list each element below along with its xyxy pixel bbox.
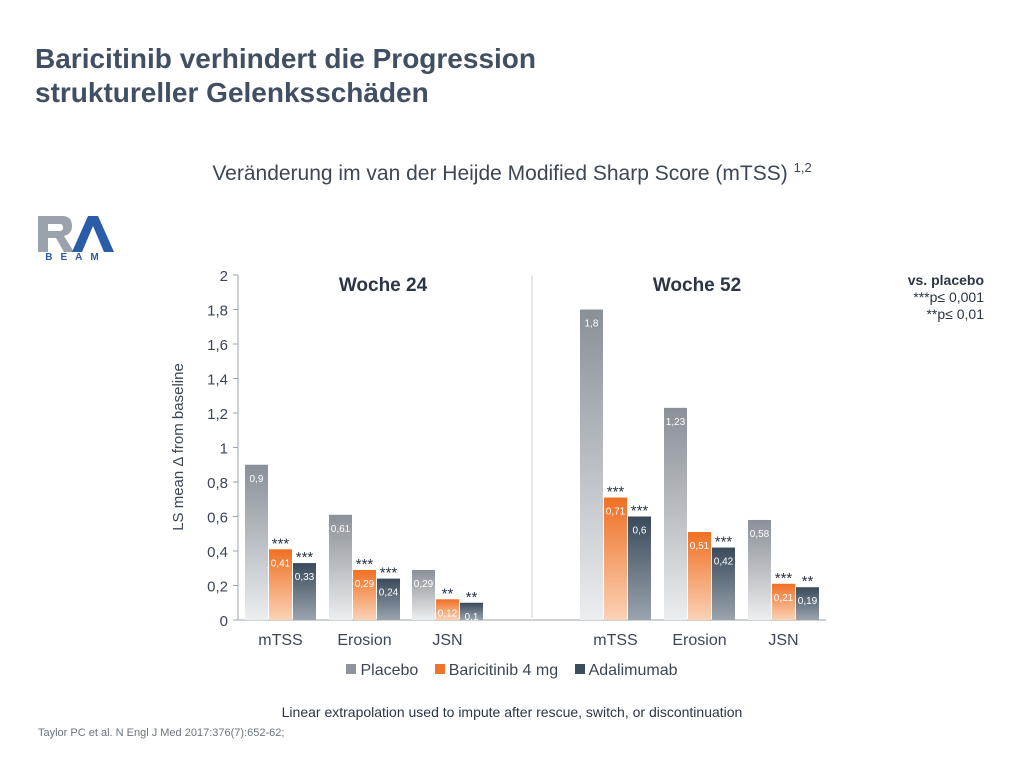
bar-adalimumab bbox=[377, 578, 400, 620]
bar-value-label: 0,9 bbox=[250, 474, 264, 485]
legend-swatch-baricitinib bbox=[434, 664, 445, 674]
bar-adalimumab bbox=[796, 587, 819, 620]
legend-label-adalimumab: Adalimumab bbox=[588, 662, 678, 679]
y-tick-label: 0,8 bbox=[207, 475, 228, 492]
page-title: Baricitinib verhindert die Progression s… bbox=[35, 42, 735, 110]
title-line-2: struktureller Gelenksschäden bbox=[35, 77, 429, 108]
significance-line-1: ***p≤ 0,001 bbox=[913, 289, 984, 305]
group-title: Woche 52 bbox=[653, 275, 741, 296]
bar-baricitinib bbox=[269, 549, 292, 620]
significance-title: vs. placebo bbox=[907, 272, 984, 288]
subtitle-text: Veränderung im van der Heijde Modified S… bbox=[212, 162, 788, 185]
y-axis-label: LS mean Δ from baseline bbox=[170, 363, 187, 531]
significance-line-2: **p≤ 0,01 bbox=[926, 306, 984, 322]
chart-legend: Placebo Baricitinib 4 mg Adalimumab bbox=[0, 662, 1024, 680]
significance-legend: vs. placebo ***p≤ 0,001 **p≤ 0,01 bbox=[908, 272, 984, 323]
y-tick-label: 0,6 bbox=[207, 510, 228, 527]
bar-value-label: 0,21 bbox=[774, 593, 794, 604]
bar-value-label: 0,29 bbox=[355, 579, 375, 590]
ra-logo-icon bbox=[38, 216, 114, 252]
x-category-label: mTSS bbox=[593, 632, 637, 649]
bar-value-label: 0,71 bbox=[606, 507, 626, 518]
x-category-label: Erosion bbox=[672, 632, 726, 649]
y-tick-label: 1,4 bbox=[207, 372, 228, 389]
x-category-label: Erosion bbox=[337, 632, 391, 649]
bar-adalimumab bbox=[628, 516, 651, 620]
y-tick-label: 0 bbox=[220, 613, 228, 630]
group-title: Woche 24 bbox=[339, 275, 428, 296]
bar-value-label: 1,23 bbox=[666, 417, 686, 428]
bar-baricitinib bbox=[353, 569, 376, 620]
bar-placebo bbox=[664, 407, 687, 620]
bar-value-label: 0,24 bbox=[379, 588, 399, 599]
bar-value-label: 0,33 bbox=[295, 572, 315, 583]
bar-value-label: 0,61 bbox=[331, 524, 351, 535]
y-tick-label: 1,2 bbox=[207, 406, 228, 423]
y-tick-label: 0,4 bbox=[207, 544, 228, 561]
bar-placebo bbox=[748, 519, 771, 620]
bar-value-label: 1,8 bbox=[585, 319, 599, 330]
chart-subtitle: Veränderung im van der Heijde Modified S… bbox=[0, 160, 1024, 186]
bar-adalimumab bbox=[460, 602, 483, 620]
logo-beam-text: BEAM bbox=[45, 252, 107, 263]
bar-placebo bbox=[412, 569, 435, 620]
bar-value-label: 0,19 bbox=[798, 596, 818, 607]
significance-marker: *** bbox=[272, 535, 290, 552]
significance-marker: *** bbox=[380, 565, 398, 582]
legend-item-placebo: Placebo bbox=[346, 662, 418, 680]
bar-baricitinib bbox=[436, 599, 459, 620]
significance-marker: *** bbox=[715, 534, 733, 551]
bar-adalimumab bbox=[293, 563, 316, 620]
bar-baricitinib bbox=[772, 583, 795, 620]
x-category-label: mTSS bbox=[258, 632, 302, 649]
title-line-1: Baricitinib verhindert die Progression bbox=[35, 43, 537, 74]
y-tick-label: 2 bbox=[220, 268, 228, 285]
bar-value-label: 0,1 bbox=[465, 612, 479, 623]
bar-value-label: 0,58 bbox=[750, 529, 770, 540]
bar-adalimumab bbox=[712, 547, 735, 620]
subtitle-footnote: 1,2 bbox=[793, 160, 812, 175]
x-category-label: JSN bbox=[432, 632, 462, 649]
significance-marker: *** bbox=[607, 484, 625, 501]
bar-placebo bbox=[245, 464, 268, 620]
ra-beam-logo: BEAM bbox=[36, 212, 116, 268]
bar-baricitinib bbox=[688, 532, 711, 620]
significance-marker: ** bbox=[802, 573, 814, 590]
significance-marker: ** bbox=[442, 585, 454, 602]
y-tick-label: 1 bbox=[220, 441, 228, 458]
legend-item-baricitinib: Baricitinib 4 mg bbox=[434, 662, 559, 680]
x-category-label: JSN bbox=[768, 632, 798, 649]
reference-citation: Taylor PC et al. N Engl J Med 2017:376(7… bbox=[38, 727, 285, 739]
bar-value-label: 0,6 bbox=[633, 526, 647, 537]
legend-label-baricitinib: Baricitinib 4 mg bbox=[448, 662, 559, 679]
bar-placebo bbox=[580, 309, 603, 620]
bar-baricitinib bbox=[604, 497, 627, 620]
y-tick-label: 1,6 bbox=[207, 337, 228, 354]
bar-value-label: 0,42 bbox=[714, 557, 734, 568]
y-tick-label: 0,2 bbox=[207, 579, 228, 596]
significance-marker: *** bbox=[356, 556, 374, 573]
legend-item-adalimumab: Adalimumab bbox=[574, 662, 678, 680]
bar-value-label: 0,51 bbox=[690, 541, 710, 552]
significance-marker: *** bbox=[775, 570, 793, 587]
y-tick-label: 1,8 bbox=[207, 303, 228, 320]
legend-label-placebo: Placebo bbox=[360, 662, 419, 679]
bar-value-label: 0,12 bbox=[438, 608, 458, 619]
bar-value-label: 0,41 bbox=[271, 558, 291, 569]
significance-marker: *** bbox=[631, 503, 649, 520]
legend-swatch-adalimumab bbox=[574, 664, 585, 674]
bar-value-label: 0,29 bbox=[414, 579, 434, 590]
bar-placebo bbox=[329, 514, 352, 620]
legend-swatch-placebo bbox=[346, 664, 357, 674]
footnote-extrapolation: Linear extrapolation used to impute afte… bbox=[281, 704, 743, 720]
significance-marker: ** bbox=[466, 589, 478, 606]
significance-marker: *** bbox=[296, 549, 314, 566]
